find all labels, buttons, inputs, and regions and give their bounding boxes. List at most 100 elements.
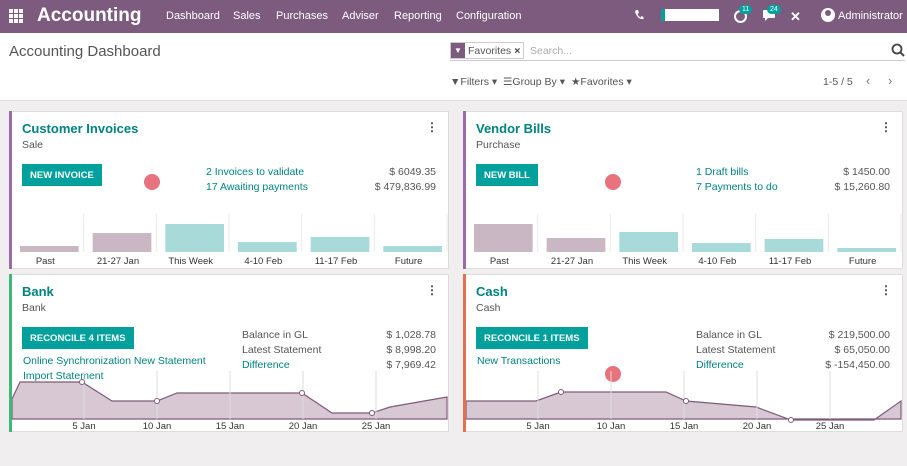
x-tick-label: 11-17 Feb — [769, 256, 812, 267]
bar-Future[interactable] — [383, 246, 442, 252]
online-sync-link[interactable]: Online Synchronization New Statement — [23, 355, 206, 367]
cursor-dot — [144, 174, 160, 190]
bar-This Week[interactable] — [165, 224, 224, 252]
x-tick-label: 21-27 Jan — [97, 256, 139, 267]
new-bill-button[interactable]: NEW BILL — [476, 164, 538, 186]
bar-4-10 Feb[interactable] — [692, 243, 751, 252]
bar-21-27 Jan[interactable] — [546, 238, 606, 252]
more-options-icon[interactable]: ⋮ — [880, 120, 892, 134]
x-tick-label: 25 Jan — [362, 421, 391, 431]
card-title[interactable]: Vendor Bills — [476, 121, 552, 136]
area-chart: 5 Jan 10 Jan 15 Jan 20 Jan 25 Jan — [12, 371, 448, 431]
menu-adviser[interactable]: Adviser — [342, 10, 379, 22]
reconcile-button[interactable]: RECONCILE 1 ITEMS — [476, 327, 588, 349]
more-options-icon[interactable]: ⋮ — [426, 283, 438, 297]
data-point — [299, 390, 305, 396]
difference-link[interactable]: Difference — [242, 359, 290, 371]
search-input[interactable]: Search... — [530, 45, 573, 57]
x-tick-label: Past — [36, 256, 55, 267]
new-invoice-button[interactable]: NEW INVOICE — [22, 164, 102, 186]
card-title[interactable]: Bank — [22, 284, 54, 299]
amount-awaiting: $ 479,836.99 — [374, 181, 436, 193]
bar-chart: Past 21-27 Jan This Week 4-10 Feb 11-17 Feb F… — [20, 214, 448, 267]
bar-Past[interactable] — [474, 224, 533, 252]
favorites-button[interactable]: ★Favorites ▾ — [571, 76, 632, 88]
group-by-label: Group By — [512, 76, 557, 88]
facet-remove-icon[interactable]: × — [514, 44, 521, 57]
close-icon[interactable]: ✕ — [790, 9, 801, 24]
bar-Past[interactable] — [20, 246, 79, 252]
phone-icon[interactable] — [634, 9, 644, 24]
x-tick-label: Future — [395, 256, 422, 267]
data-point — [154, 398, 160, 404]
card-subtitle: Purchase — [476, 139, 521, 151]
card-color-stripe — [463, 111, 466, 269]
bar-This Week[interactable] — [619, 232, 678, 252]
x-tick-label: This Week — [168, 256, 213, 267]
more-options-icon[interactable]: ⋮ — [426, 120, 438, 134]
facet-label: Favorites — [468, 44, 512, 57]
x-tick-label: 5 Jan — [72, 421, 95, 431]
group-by-button[interactable]: ☰Group By ▾ — [503, 76, 565, 88]
card-title[interactable]: Cash — [476, 284, 508, 299]
reconcile-button[interactable]: RECONCILE 4 ITEMS — [22, 327, 134, 349]
area-chart: 5 Jan 10 Jan 15 Jan 20 Jan 25 Jan — [466, 371, 902, 431]
status-bar — [661, 9, 719, 21]
data-point — [788, 417, 794, 423]
bar-chart: Past 21-27 Jan This Week 4-10 Feb 11-17 Feb F… — [474, 214, 902, 267]
awaiting-payments-link[interactable]: 17 Awaiting payments — [206, 181, 308, 193]
menu-sales[interactable]: Sales — [233, 10, 261, 22]
journal-card-vendor-bills: Vendor Bills Purchase ⋮ NEW BILL 1 Draft… — [463, 111, 903, 269]
top-navbar: Accounting Dashboard Sales Purchases Adv… — [0, 0, 907, 33]
latest-statement-amount: $ 65,050.00 — [834, 344, 890, 356]
x-tick-label: 20 Jan — [743, 421, 772, 431]
payments-to-do-link[interactable]: 7 Payments to do — [696, 181, 778, 193]
menu-dashboard[interactable]: Dashboard — [166, 10, 220, 22]
pager-previous-icon[interactable]: ‹ — [866, 73, 871, 88]
x-tick-label: 15 Jan — [670, 421, 699, 431]
pager-next-icon[interactable]: › — [888, 73, 893, 88]
cursor-dot — [605, 366, 621, 382]
apps-menu-icon[interactable] — [9, 9, 23, 23]
import-statement-link[interactable]: Import Statement — [23, 370, 104, 382]
journal-card-customer-invoices: Customer Invoices Sale ⋮ NEW INVOICE 2 I… — [9, 111, 449, 269]
bar-11-17 Feb[interactable] — [310, 237, 370, 252]
x-tick-label: 4-10 Feb — [244, 256, 282, 267]
data-point — [683, 398, 689, 404]
filters-button[interactable]: ▼Filters ▾ — [450, 76, 498, 88]
favorites-label: Favorites — [580, 76, 624, 88]
menu-configuration[interactable]: Configuration — [456, 10, 522, 22]
more-options-icon[interactable]: ⋮ — [880, 283, 892, 297]
search-facet: ▼ Favorites × — [450, 42, 525, 59]
card-subtitle: Bank — [22, 302, 46, 314]
bar-4-10 Feb[interactable] — [238, 242, 297, 252]
x-tick-label: 11-17 Feb — [315, 256, 358, 267]
journal-card-bank: Bank Bank ⋮ RECONCILE 4 ITEMS Online Syn… — [9, 274, 449, 432]
avatar[interactable] — [821, 8, 835, 22]
balance-gl-label: Balance in GL — [242, 329, 308, 341]
difference-link[interactable]: Difference — [696, 359, 744, 371]
invoices-to-validate-link[interactable]: 2 Invoices to validate — [206, 166, 305, 178]
x-tick-label: Past — [490, 256, 509, 267]
balance-gl-amount: $ 1,028.78 — [386, 329, 436, 341]
x-tick-label: 10 Jan — [143, 421, 172, 431]
search-bar[interactable]: ▼ Favorites × Search... — [450, 41, 905, 61]
bar-21-27 Jan[interactable] — [92, 233, 152, 252]
bar-Future[interactable] — [837, 248, 896, 252]
search-icon[interactable] — [891, 43, 905, 57]
data-point — [369, 410, 375, 416]
x-tick-label: 10 Jan — [597, 421, 626, 431]
amount-draft: $ 1450.00 — [843, 166, 890, 178]
menu-purchases[interactable]: Purchases — [276, 10, 328, 22]
user-name[interactable]: Administrator — [838, 10, 903, 22]
app-brand[interactable]: Accounting — [37, 5, 142, 26]
card-title[interactable]: Customer Invoices — [22, 121, 139, 136]
draft-bills-link[interactable]: 1 Draft bills — [696, 166, 749, 178]
bar-11-17 Feb[interactable] — [764, 239, 824, 252]
menu-reporting[interactable]: Reporting — [394, 10, 442, 22]
data-point — [79, 379, 85, 385]
balance-gl-amount: $ 219,500.00 — [828, 329, 890, 341]
star-icon: ★ — [571, 76, 581, 88]
pager-value[interactable]: 1-5 / 5 — [823, 76, 853, 88]
new-transactions-link[interactable]: New Transactions — [477, 355, 561, 367]
